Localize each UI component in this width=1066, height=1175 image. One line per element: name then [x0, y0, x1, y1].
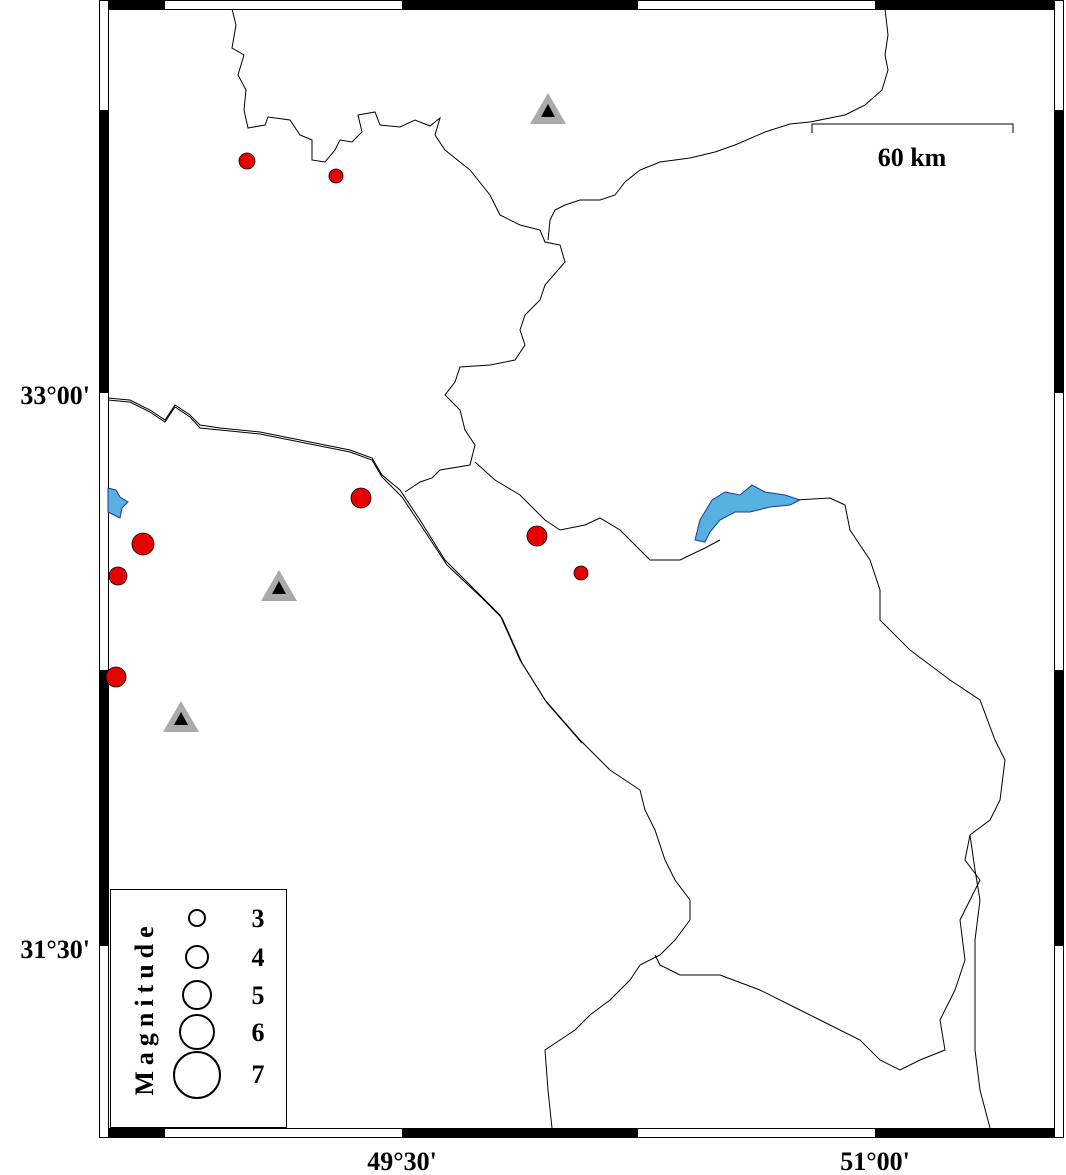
lat-label: 33°00': [20, 381, 90, 410]
legend-symbols: [173, 909, 221, 1099]
legend-item: 4: [252, 943, 265, 972]
lake: [107, 487, 129, 519]
lon-label: 51°00': [840, 1147, 910, 1175]
lon-label: 49°30': [367, 1147, 437, 1175]
legend-title: Magnitude: [130, 920, 159, 1095]
stations: [163, 93, 566, 732]
legend-item: 7: [252, 1060, 265, 1089]
scale-bar: [811, 123, 1014, 133]
frame-ticks: [100, 1, 1063, 1137]
lat-label: 31°30': [20, 935, 90, 964]
lake: [694, 484, 802, 543]
legend-item: 3: [252, 904, 265, 933]
boundaries: [107, 8, 1006, 1129]
scale-label: 60 km: [878, 143, 947, 172]
events: [105, 152, 589, 688]
legend-item: 6: [252, 1018, 265, 1047]
frame-outer: [99, 0, 1064, 1138]
legend-item: 5: [252, 981, 265, 1010]
